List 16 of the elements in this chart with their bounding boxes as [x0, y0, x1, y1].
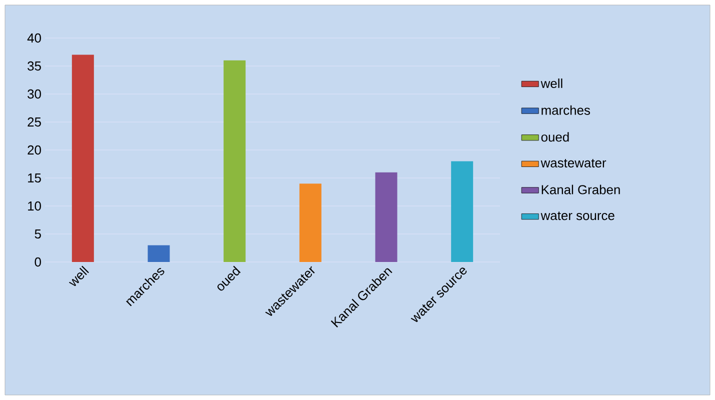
x-tick-label: well — [68, 266, 89, 286]
legend-label: water source — [540, 212, 614, 220]
legend-label: marches — [542, 105, 590, 115]
y-tick-label: 5 — [34, 229, 41, 239]
legend-label: oued — [541, 132, 569, 142]
y-tick-label: 10 — [28, 201, 41, 211]
y-tick-label: 40 — [27, 33, 41, 43]
legend-label: well — [540, 78, 562, 88]
y-tick-label: 0 — [34, 257, 41, 267]
y-tick-label: 35 — [28, 61, 41, 71]
y-tick-label: 20 — [28, 145, 41, 155]
legend-label: Kanal Graben — [542, 184, 620, 194]
y-tick-label: 15 — [28, 173, 41, 183]
legend-label: wastewater — [540, 158, 606, 168]
y-tick-label: 30 — [28, 89, 41, 99]
y-tick-label: 25 — [28, 117, 41, 127]
